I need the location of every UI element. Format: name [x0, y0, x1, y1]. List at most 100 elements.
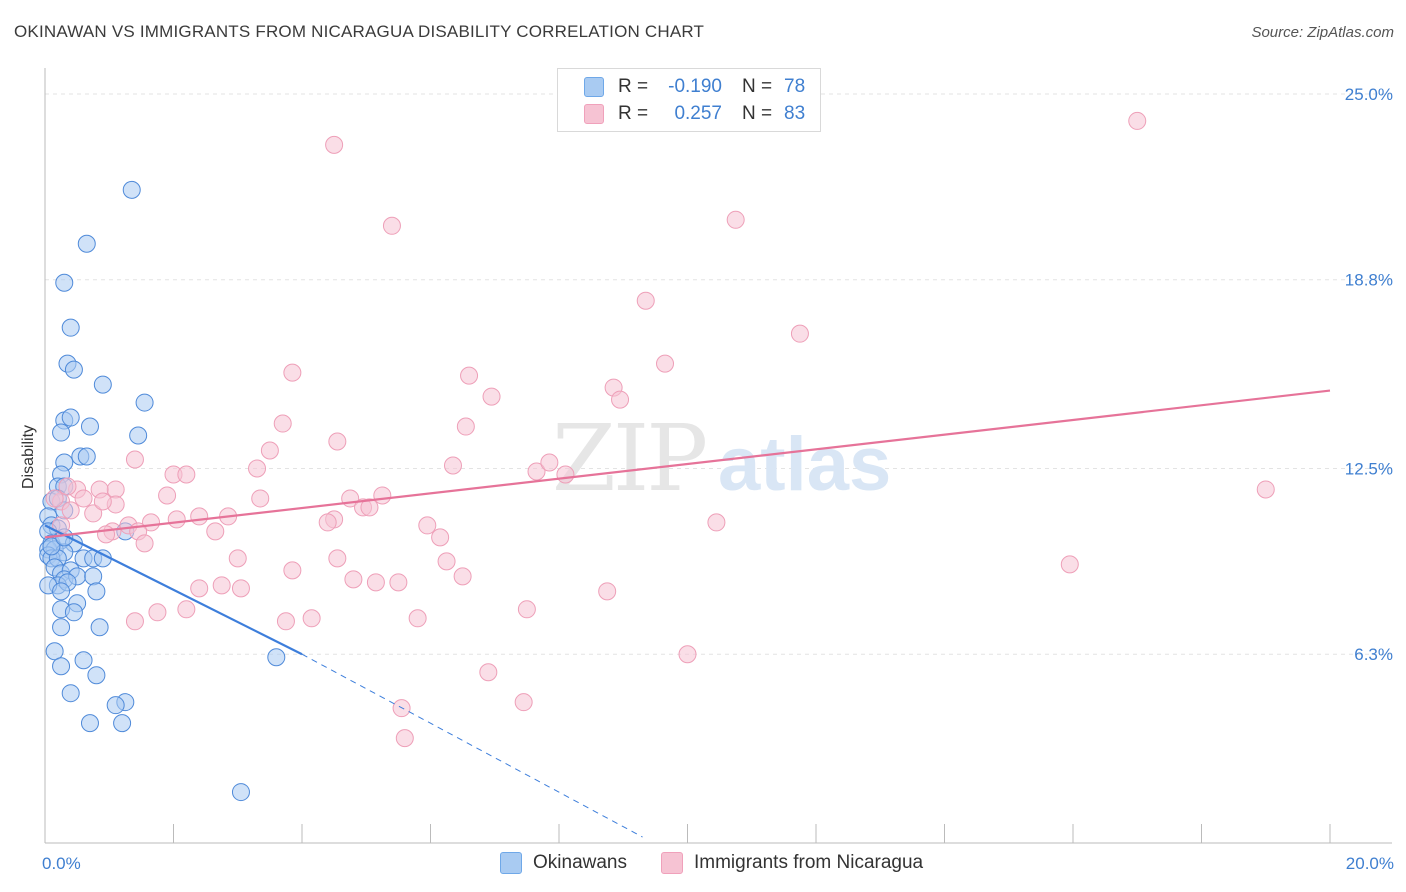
- nicaragua-point: [431, 528, 450, 547]
- nicaragua-point: [460, 366, 479, 385]
- nicaragua-point: [1128, 111, 1147, 130]
- nicaragua-point: [228, 549, 247, 568]
- y-tick-label: 12.5%: [1345, 459, 1393, 478]
- r-label: R =: [618, 103, 649, 124]
- nicaragua-point: [540, 453, 559, 472]
- y-tick-label: 18.8%: [1345, 271, 1393, 290]
- okinawans-point: [45, 642, 64, 661]
- nicaragua-point: [366, 573, 385, 592]
- nicaragua-point: [527, 462, 546, 481]
- nicaragua-legend-swatch: [661, 852, 683, 874]
- nicaragua-legend-label: Immigrants from Nicaragua: [694, 852, 924, 873]
- r-value: 0.257: [674, 103, 722, 124]
- nicaragua-point: [325, 135, 344, 154]
- axes: [44, 68, 1392, 844]
- nicaragua-points: [45, 111, 1275, 748]
- x-tick-label-max: 20.0%: [1346, 854, 1394, 873]
- nicaragua-point: [158, 486, 177, 505]
- nicaragua-point: [283, 363, 302, 382]
- nicaragua-point: [437, 552, 456, 571]
- okinawans-point: [64, 360, 83, 379]
- nicaragua-point: [97, 525, 116, 544]
- okinawans-point: [64, 603, 83, 622]
- nicaragua-point: [517, 600, 536, 619]
- okinawans-point: [80, 417, 99, 436]
- okinawans-point: [52, 657, 71, 676]
- nicaragua-point: [360, 498, 379, 517]
- okinawans-trend-extension: [301, 653, 643, 838]
- nicaragua-point: [61, 501, 80, 520]
- okinawans-point: [42, 537, 61, 556]
- series-legend: Okinawans Immigrants from Nicaragua: [0, 852, 1406, 878]
- nicaragua-point: [84, 504, 103, 523]
- y-tick-label: 25.0%: [1345, 85, 1393, 104]
- watermark-atlas: atlas: [718, 422, 891, 507]
- okinawans-point: [87, 666, 106, 685]
- okinawans-point: [61, 684, 80, 703]
- nicaragua-point: [167, 510, 186, 529]
- okinawans-point: [52, 423, 71, 442]
- nicaragua-point: [556, 465, 575, 484]
- nicaragua-point: [598, 582, 617, 601]
- nicaragua-point: [1060, 555, 1079, 574]
- okinawans-point: [113, 714, 132, 733]
- nicaragua-point: [453, 567, 472, 586]
- chart-source: Source: ZipAtlas.com: [1251, 24, 1394, 41]
- okinawans-point: [231, 783, 250, 802]
- okinawans-legend-label: Okinawans: [533, 852, 627, 873]
- x-tick-label-min: 0.0%: [42, 854, 81, 873]
- y-axis-label: Disability: [20, 425, 37, 489]
- nicaragua-point: [726, 210, 745, 229]
- nicaragua-point: [283, 561, 302, 580]
- nicaragua-point: [344, 570, 363, 589]
- okinawans-point: [93, 375, 112, 394]
- okinawans-point: [135, 393, 154, 412]
- nicaragua-point: [276, 612, 295, 631]
- okinawans-point: [77, 447, 96, 466]
- n-value: 78: [784, 76, 806, 97]
- nicaragua-point: [106, 480, 125, 499]
- nicaragua-point: [482, 387, 501, 406]
- okinawans-point: [61, 408, 80, 427]
- legend-item-nicaragua: Immigrants from Nicaragua: [661, 852, 923, 874]
- nicaragua-point: [479, 663, 498, 682]
- nicaragua-point: [260, 441, 279, 460]
- correlation-legend: R = -0.190 N = 78 R = 0.257 N = 83: [557, 68, 821, 132]
- nicaragua-point: [231, 579, 250, 598]
- n-value: 83: [784, 103, 806, 124]
- y-tick-labels: 6.3% 12.5% 18.8% 25.0%: [1345, 85, 1393, 664]
- nicaragua-point: [443, 456, 462, 475]
- okinawans-point: [84, 567, 103, 586]
- okinawans-point: [80, 714, 99, 733]
- nicaragua-point: [273, 414, 292, 433]
- legend-row-nicaragua: R = 0.257 N = 83: [584, 102, 805, 126]
- nicaragua-trend-line: [44, 389, 1331, 539]
- nicaragua-point: [125, 450, 144, 469]
- r-value: -0.190: [668, 76, 722, 97]
- nicaragua-point: [408, 609, 427, 628]
- okinawans-point: [122, 180, 141, 199]
- okinawans-point: [52, 582, 71, 601]
- okinawans-point: [90, 618, 109, 637]
- nicaragua-point: [611, 390, 630, 409]
- okinawans-point: [267, 648, 286, 667]
- okinawans-point: [61, 318, 80, 337]
- trend-lines: [44, 389, 1331, 838]
- nicaragua-point: [148, 603, 167, 622]
- okinawans-point: [129, 426, 148, 445]
- okinawans-point: [106, 696, 125, 715]
- nicaragua-swatch: [584, 104, 604, 124]
- nicaragua-point: [790, 324, 809, 343]
- nicaragua-point: [248, 459, 267, 478]
- nicaragua-point: [373, 486, 392, 505]
- nicaragua-point: [302, 609, 321, 628]
- okinawans-trend-line: [44, 524, 303, 656]
- y-tick-label: 6.3%: [1354, 645, 1393, 664]
- nicaragua-point: [190, 579, 209, 598]
- nicaragua-point: [177, 465, 196, 484]
- legend-item-okinawans: Okinawans: [500, 852, 627, 874]
- nicaragua-point: [328, 549, 347, 568]
- n-label: N =: [742, 103, 773, 124]
- okinawans-point: [87, 582, 106, 601]
- nicaragua-point: [678, 645, 697, 664]
